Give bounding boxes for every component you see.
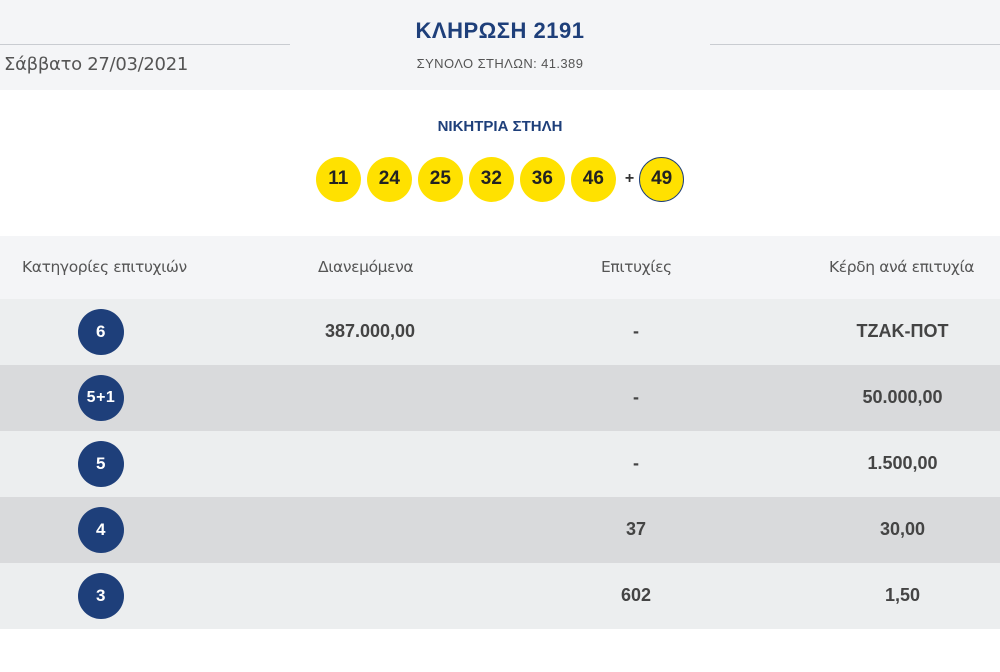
joker-ball: 49 xyxy=(639,156,685,202)
winning-column-label: ΝΙΚΗΤΡΙΑ ΣΤΗΛΗ xyxy=(437,118,563,135)
winners-count: - xyxy=(633,387,639,407)
draw-title: ΚΛΗΡΩΣΗ 2191 xyxy=(415,18,585,43)
header-category: Κατηγορίες επιτυχιών xyxy=(22,258,187,276)
category-badge: 6 xyxy=(78,309,124,355)
table-row: 4 37 30,00 xyxy=(0,497,1000,563)
total-columns: ΣΥΝΟΛΟ ΣΤΗΛΩΝ: 41.389 xyxy=(416,56,584,71)
category-badge: 4 xyxy=(78,507,124,553)
winners-count: 602 xyxy=(620,585,652,605)
prize-per-winner: 30,00 xyxy=(879,519,926,539)
category-badge: 5 xyxy=(78,441,124,487)
table-row: 6 387.000,00 - ΤΖΑΚ-ΠΟΤ xyxy=(0,299,1000,365)
number-ball: 24 xyxy=(366,156,412,202)
number-ball: 25 xyxy=(417,156,463,202)
header-divider-right xyxy=(710,44,1000,45)
table-row: 3 602 1,50 xyxy=(0,563,1000,629)
winners-count: - xyxy=(633,453,639,473)
header-prize: Κέρδη ανά επιτυχία xyxy=(829,258,975,276)
prize-per-winner: 50.000,00 xyxy=(862,387,943,407)
table-row: 5+1 - 50.000,00 xyxy=(0,365,1000,431)
prize-per-winner: 1,50 xyxy=(884,585,921,605)
number-ball: 32 xyxy=(468,156,514,202)
prize-per-winner: ΤΖΑΚ-ΠΟΤ xyxy=(856,321,949,341)
number-ball: 11 xyxy=(315,156,361,202)
winning-numbers: 11 24 25 32 36 46 + 49 xyxy=(0,156,1000,202)
draw-date: Σάββατο 27/03/2021 xyxy=(4,54,188,75)
winners-count: - xyxy=(633,321,639,341)
category-badge: 3 xyxy=(78,573,124,619)
plus-sign: + xyxy=(624,170,635,187)
results-table-header: Κατηγορίες επιτυχιών Διανεμόμενα Επιτυχί… xyxy=(0,236,1000,299)
draw-header: ΚΛΗΡΩΣΗ 2191 ΣΥΝΟΛΟ ΣΤΗΛΩΝ: 41.389 Σάββα… xyxy=(0,0,1000,90)
header-divider-left xyxy=(0,44,290,45)
table-row: 5 - 1.500,00 xyxy=(0,431,1000,497)
header-winners: Επιτυχίες xyxy=(601,258,672,276)
header-distributed: Διανεμόμενα xyxy=(318,258,414,276)
prize-per-winner: 1.500,00 xyxy=(867,453,938,473)
distributed-amount: 387.000,00 xyxy=(324,321,416,341)
number-ball: 46 xyxy=(570,156,616,202)
winners-count: 37 xyxy=(625,519,647,539)
category-badge: 5+1 xyxy=(78,375,124,421)
number-ball: 36 xyxy=(519,156,565,202)
